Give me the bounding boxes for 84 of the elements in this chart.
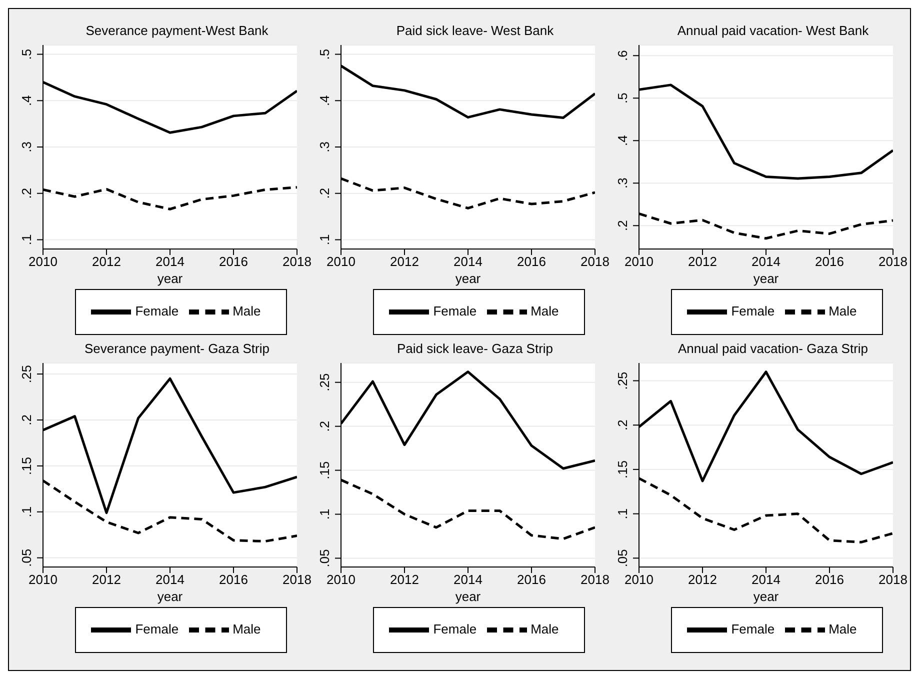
x-tick-label: 2012: [92, 572, 121, 588]
y-tick-label: .4: [317, 95, 332, 106]
legend-label: Male: [530, 303, 559, 318]
x-tick-label: 2010: [28, 254, 58, 270]
x-tick-label: 2018: [282, 254, 312, 270]
y-tick-label: .4: [19, 95, 34, 106]
legend-label: Female: [135, 303, 179, 318]
y-tick-label: .2: [19, 188, 34, 199]
y-tick-label: .05: [317, 549, 332, 568]
x-tick-label: 2018: [878, 254, 908, 270]
chart-title: Annual paid vacation- West Bank: [676, 23, 870, 40]
y-tick-label: .5: [317, 48, 332, 60]
y-tick-label: .2: [317, 188, 332, 199]
x-tick-label: 2012: [688, 572, 717, 588]
y-tick-label: .25: [615, 372, 630, 390]
x-tick-label: 2012: [92, 254, 121, 270]
legend-label: Male: [828, 303, 857, 318]
x-tick-label: 2010: [624, 254, 654, 270]
y-tick-label: .05: [19, 548, 34, 567]
y-tick-label: .6: [615, 50, 630, 62]
x-tick-label: 2012: [390, 254, 419, 270]
legend-label: Female: [433, 621, 477, 636]
x-tick-label: 2018: [282, 572, 312, 588]
x-tick-label: 2016: [815, 572, 844, 588]
chart-title: Paid sick leave- Gaza Strip: [396, 341, 554, 358]
legend-label: Male: [232, 303, 261, 318]
legend-label: Female: [433, 303, 477, 318]
y-tick-label: .1: [317, 508, 332, 520]
legend-label: Male: [828, 621, 857, 636]
legend-label: Female: [135, 621, 179, 636]
y-tick-label: .3: [19, 142, 34, 152]
legend-label: Male: [530, 621, 559, 636]
y-tick-label: .5: [615, 92, 630, 104]
x-tick-label: 2016: [219, 254, 248, 270]
x-axis-title: year: [753, 271, 780, 286]
x-tick-label: 2010: [326, 572, 356, 588]
y-tick-label: .1: [615, 508, 630, 520]
x-tick-label: 2018: [580, 572, 610, 588]
legend-label: Female: [731, 621, 775, 636]
y-tick-label: .2: [615, 220, 630, 232]
x-tick-label: 2010: [326, 254, 356, 270]
x-axis-title: year: [157, 271, 184, 286]
x-tick-label: 2012: [688, 254, 717, 270]
x-tick-label: 2014: [752, 572, 780, 588]
y-tick-label: .15: [19, 456, 34, 475]
chart-title: Annual paid vacation- Gaza Strip: [676, 341, 870, 358]
y-tick-label: .15: [615, 460, 630, 478]
x-tick-label: 2014: [156, 254, 184, 270]
x-tick-label: 2018: [878, 572, 908, 588]
y-tick-label: .1: [19, 234, 34, 246]
x-tick-label: 2018: [580, 254, 610, 270]
legend-label: Male: [232, 621, 261, 636]
chart-title: Severance payment- Gaza Strip: [84, 341, 270, 358]
y-tick-label: .1: [317, 234, 332, 246]
x-axis-title: year: [455, 271, 482, 286]
y-tick-label: .3: [317, 142, 332, 152]
x-tick-label: 2010: [28, 572, 58, 588]
x-tick-label: 2014: [752, 254, 780, 270]
y-tick-label: .15: [317, 461, 332, 480]
y-tick-label: .1: [19, 506, 34, 518]
y-tick-label: .25: [19, 364, 34, 384]
y-tick-label: .05: [615, 549, 630, 568]
x-tick-label: 2014: [156, 572, 184, 588]
x-tick-label: 2016: [517, 254, 546, 270]
y-tick-label: .5: [19, 48, 34, 60]
legend-label: Female: [731, 303, 775, 318]
y-tick-label: .2: [19, 414, 34, 426]
y-tick-label: .4: [615, 135, 630, 146]
x-axis-title: year: [157, 589, 184, 604]
y-tick-label: .2: [317, 420, 332, 432]
y-tick-label: .25: [317, 373, 332, 392]
x-axis-title: year: [455, 589, 482, 604]
x-tick-label: 2014: [454, 572, 482, 588]
y-tick-label: .2: [615, 420, 630, 431]
x-tick-label: 2016: [815, 254, 844, 270]
y-tick-label: .3: [615, 178, 630, 189]
chart-title: Severance payment-West Bank: [84, 23, 270, 40]
x-tick-label: 2010: [624, 572, 654, 588]
chart-title: Paid sick leave- West Bank: [395, 23, 555, 40]
x-axis-title: year: [753, 589, 780, 604]
x-tick-label: 2016: [517, 572, 546, 588]
x-tick-label: 2016: [219, 572, 248, 588]
x-tick-label: 2012: [390, 572, 419, 588]
x-tick-label: 2014: [454, 254, 482, 270]
